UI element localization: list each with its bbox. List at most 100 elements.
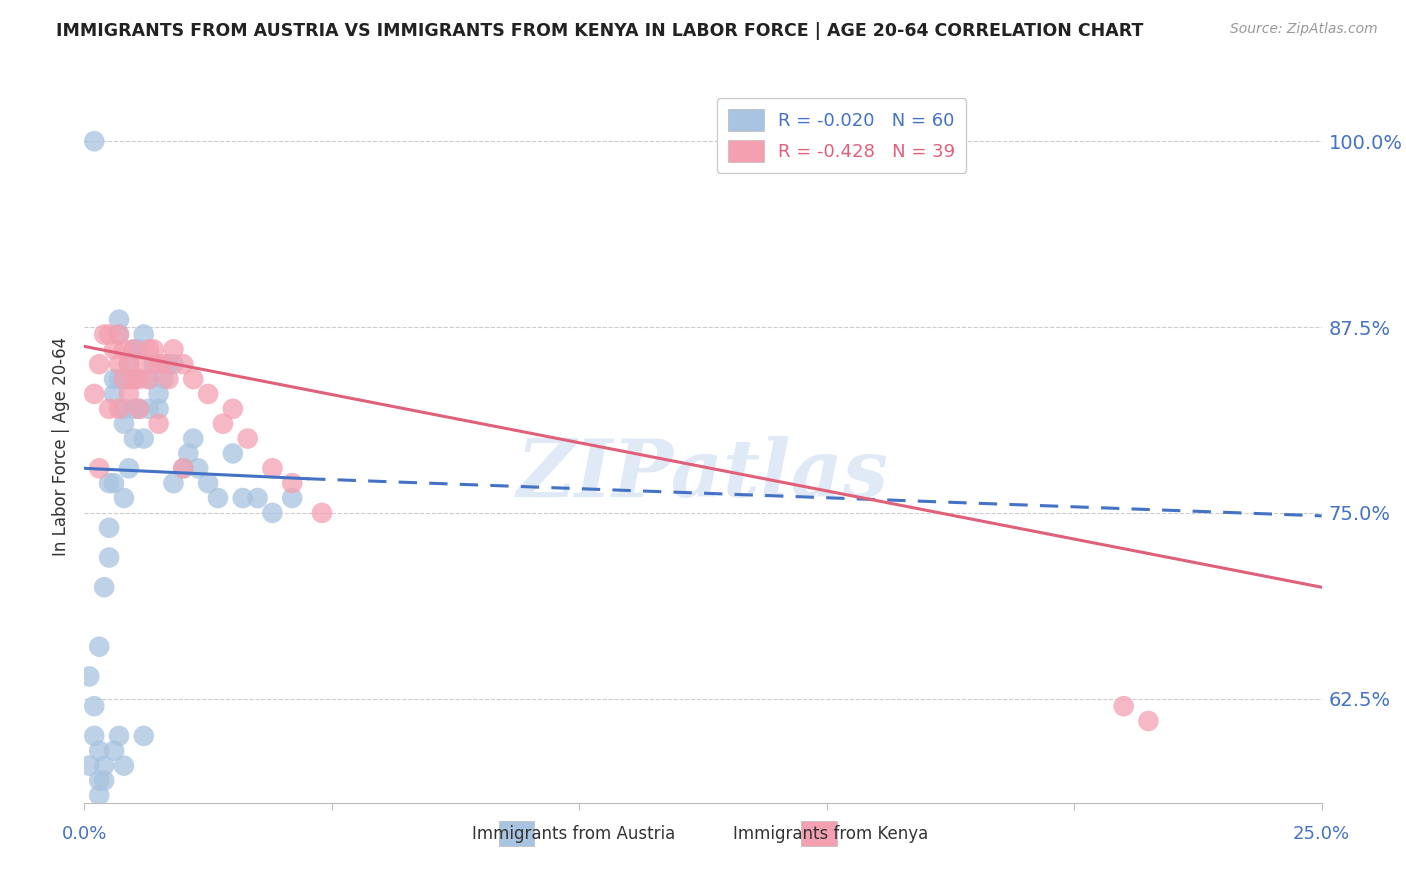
Point xyxy=(89,789,111,803)
Point xyxy=(89,357,111,371)
Point xyxy=(118,372,141,386)
Point xyxy=(132,729,155,743)
Point xyxy=(83,134,105,148)
Point xyxy=(122,372,145,386)
Point xyxy=(103,343,125,357)
Text: Source: ZipAtlas.com: Source: ZipAtlas.com xyxy=(1230,22,1378,37)
Point xyxy=(222,401,245,416)
Point xyxy=(98,550,121,565)
Point xyxy=(112,401,135,416)
Point xyxy=(148,401,170,416)
Point xyxy=(187,461,209,475)
Point xyxy=(262,461,284,475)
Point xyxy=(177,446,200,460)
Text: 0.0%: 0.0% xyxy=(62,825,107,843)
Point xyxy=(108,729,131,743)
Point xyxy=(162,343,184,357)
Point xyxy=(222,446,245,460)
Point xyxy=(108,372,131,386)
Point xyxy=(246,491,269,505)
Point xyxy=(128,401,150,416)
Point xyxy=(89,773,111,788)
Text: Immigrants from Austria: Immigrants from Austria xyxy=(471,825,675,843)
Point xyxy=(89,640,111,654)
Point xyxy=(93,773,115,788)
Point xyxy=(157,372,180,386)
Point xyxy=(108,327,131,342)
Point xyxy=(79,669,101,683)
Point xyxy=(98,401,121,416)
Point xyxy=(162,357,184,371)
Point xyxy=(148,357,170,371)
Point xyxy=(148,417,170,431)
Point xyxy=(103,372,125,386)
Point xyxy=(172,357,194,371)
Point xyxy=(281,476,304,491)
Point xyxy=(212,417,235,431)
Point xyxy=(122,372,145,386)
Point xyxy=(112,491,135,505)
Point xyxy=(142,343,165,357)
Point xyxy=(152,372,174,386)
Text: Immigrants from Kenya: Immigrants from Kenya xyxy=(733,825,928,843)
Point xyxy=(103,476,125,491)
Point xyxy=(122,401,145,416)
Point xyxy=(172,461,194,475)
Point xyxy=(236,432,259,446)
Point xyxy=(83,729,105,743)
Point xyxy=(197,476,219,491)
Point xyxy=(138,372,160,386)
Point xyxy=(108,312,131,326)
Point xyxy=(93,758,115,772)
Text: IMMIGRANTS FROM AUSTRIA VS IMMIGRANTS FROM KENYA IN LABOR FORCE | AGE 20-64 CORR: IMMIGRANTS FROM AUSTRIA VS IMMIGRANTS FR… xyxy=(56,22,1143,40)
Point xyxy=(1137,714,1160,728)
Point xyxy=(138,401,160,416)
Point xyxy=(112,758,135,772)
Legend: R = -0.020   N = 60, R = -0.428   N = 39: R = -0.020 N = 60, R = -0.428 N = 39 xyxy=(717,98,966,173)
Text: ZIPatlas: ZIPatlas xyxy=(517,436,889,513)
Point xyxy=(93,327,115,342)
Point xyxy=(93,580,115,594)
Point xyxy=(311,506,333,520)
Point xyxy=(103,387,125,401)
Point xyxy=(98,327,121,342)
Point xyxy=(232,491,254,505)
Point xyxy=(128,343,150,357)
Point xyxy=(172,461,194,475)
Point xyxy=(89,461,111,475)
Point xyxy=(112,343,135,357)
Point xyxy=(281,491,304,505)
Point xyxy=(138,372,160,386)
Point xyxy=(128,372,150,386)
Point xyxy=(112,417,135,431)
Point xyxy=(108,357,131,371)
Point xyxy=(132,357,155,371)
Point xyxy=(79,758,101,772)
Point xyxy=(1112,699,1135,714)
Point xyxy=(132,432,155,446)
Point xyxy=(118,357,141,371)
Point xyxy=(122,343,145,357)
Point xyxy=(103,744,125,758)
Point xyxy=(138,343,160,357)
Point xyxy=(112,372,135,386)
Y-axis label: In Labor Force | Age 20-64: In Labor Force | Age 20-64 xyxy=(52,336,70,556)
Point xyxy=(118,357,141,371)
Point xyxy=(118,387,141,401)
Point xyxy=(157,357,180,371)
Point xyxy=(98,476,121,491)
Point xyxy=(148,387,170,401)
Point xyxy=(262,506,284,520)
Point xyxy=(181,432,204,446)
Text: 25.0%: 25.0% xyxy=(1294,825,1350,843)
Point xyxy=(108,327,131,342)
Point xyxy=(181,372,204,386)
Point xyxy=(112,372,135,386)
Point xyxy=(132,327,155,342)
Point xyxy=(128,401,150,416)
Point xyxy=(207,491,229,505)
Point xyxy=(197,387,219,401)
Point xyxy=(118,461,141,475)
Point xyxy=(89,744,111,758)
Point xyxy=(98,521,121,535)
